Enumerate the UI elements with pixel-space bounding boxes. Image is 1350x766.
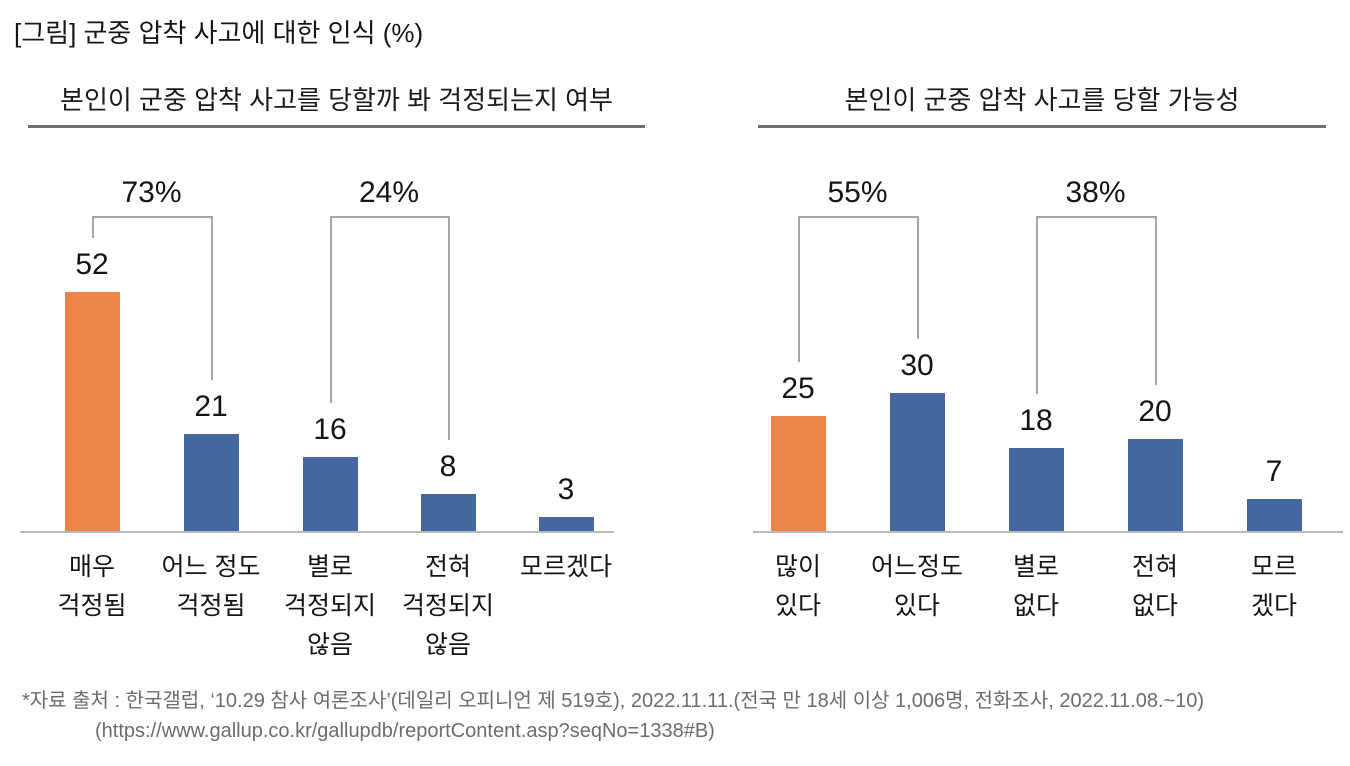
right-chart-bracket-line <box>1036 216 1155 218</box>
category-label-line: 매우 <box>68 553 115 581</box>
category-label-line: 걱정되지 <box>401 592 494 620</box>
right-chart-bar-모르겠다 <box>1246 499 1302 531</box>
category-label-line: 있다 <box>893 592 940 620</box>
left-chart-bracket-line <box>330 216 448 218</box>
left-chart-bar-매우 걱정됨 <box>64 292 120 531</box>
category-label-line: 별로 <box>306 553 353 581</box>
category-label-line: 많이 <box>774 553 821 581</box>
right-chart-bracket-line <box>1155 216 1157 385</box>
right-chart-value-label: 7 <box>1265 455 1283 488</box>
category-label-line: 별로 <box>1012 553 1059 581</box>
category-label-line: 걱정되지 <box>283 592 376 620</box>
category-label-line: 전혀 <box>424 553 471 581</box>
left-chart-bracket-line <box>330 216 332 403</box>
left-chart-x-axis-line <box>20 531 614 533</box>
source-line-1: *자료 출처 : 한국갤럽, ‘10.29 참사 여론조사’(데일리 오피니언 … <box>22 690 1205 712</box>
right-chart-bracket-percent-label: 55% <box>827 176 888 209</box>
figure-title: [그림] 군중 압착 사고에 대한 인식 (%) <box>14 18 424 48</box>
left-chart-value-label: 3 <box>557 473 575 506</box>
left-chart-bar-모르겠다 <box>538 517 594 531</box>
right-chart-bracket-percent-label: 38% <box>1065 176 1126 209</box>
left-chart-bar-어느 정도 걱정됨 <box>183 434 239 531</box>
left-chart-value-label: 8 <box>439 450 457 483</box>
left-chart-value-label: 16 <box>313 413 347 446</box>
left-chart-bracket-percent-label: 24% <box>358 176 420 209</box>
left-chart-bracket-line <box>92 216 94 238</box>
right-chart-bar-많이 있다 <box>770 416 826 531</box>
category-label-line: 않음 <box>424 631 471 659</box>
right-chart-x-axis-line <box>753 531 1343 533</box>
category-label-line: 걱정됨 <box>57 592 127 620</box>
category-label-line: 전혀 <box>1131 553 1178 581</box>
right-chart-value-label: 18 <box>1019 404 1053 437</box>
category-label-line: 모르겠다 <box>519 553 612 581</box>
left-chart-value-label: 52 <box>75 248 109 281</box>
right-chart-title: 본인이 군중 압착 사고를 당할 가능성 <box>758 84 1326 128</box>
category-label-line: 있다 <box>774 592 821 620</box>
left-chart-bracket-percent-label: 73% <box>121 176 182 209</box>
left-chart-bracket-line <box>211 216 213 380</box>
category-label-line: 없다 <box>1131 592 1178 620</box>
right-chart-bar-별로 없다 <box>1008 448 1064 531</box>
source-citation: *자료 출처 : 한국갤럽, ‘10.29 참사 여론조사’(데일리 오피니언 … <box>22 686 1204 746</box>
right-chart-bar-어느정도 있다 <box>889 393 945 531</box>
category-label-line: 어느 정도 <box>161 553 261 581</box>
category-label-line: 없다 <box>1012 592 1059 620</box>
category-label-line: 겠다 <box>1250 592 1297 620</box>
right-chart-bracket-line <box>798 216 800 362</box>
right-chart-value-label: 25 <box>781 372 815 405</box>
right-chart-value-label: 30 <box>900 349 934 382</box>
left-chart-category-label: 모르겠다 <box>496 548 636 587</box>
left-chart-bracket-line <box>92 216 211 218</box>
category-label-line: 어느정도 <box>870 553 963 581</box>
left-chart-title: 본인이 군중 압착 사고를 당할까 봐 걱정되는지 여부 <box>28 84 645 128</box>
category-label-line: 걱정됨 <box>176 592 246 620</box>
right-chart-bracket-line <box>917 216 919 339</box>
category-label-line: 모르 <box>1250 553 1297 581</box>
left-chart-bracket-line <box>448 216 450 440</box>
left-chart-value-label: 21 <box>194 390 228 423</box>
source-line-2: (https://www.gallup.co.kr/gallupdb/repor… <box>95 720 715 742</box>
left-chart-bar-전혀 걱정되지 않음 <box>420 494 476 531</box>
right-chart-bar-전혀 없다 <box>1127 439 1183 531</box>
right-chart-bracket-line <box>798 216 917 218</box>
category-label-line: 않음 <box>306 631 353 659</box>
right-chart-bracket-line <box>1036 216 1038 394</box>
right-chart-value-label: 20 <box>1138 395 1172 428</box>
left-chart-bar-별로 걱정되지 않음 <box>302 457 358 531</box>
